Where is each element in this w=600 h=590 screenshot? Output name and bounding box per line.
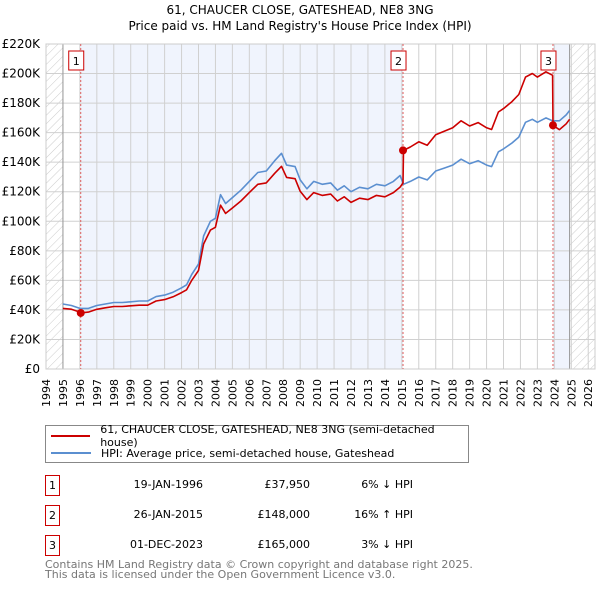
- legend-swatch-blue: [51, 452, 91, 454]
- x-tick-label: 1994: [40, 379, 53, 407]
- x-tick-label: 2009: [294, 379, 307, 407]
- no-data-hatch: [46, 44, 63, 369]
- legend: 61, CHAUCER CLOSE, GATESHEAD, NE8 3NG (s…: [45, 423, 469, 463]
- x-tick-label: 2023: [531, 379, 544, 407]
- transaction-price: £37,950: [264, 478, 311, 491]
- x-tick-label: 2004: [209, 379, 222, 407]
- footer: Contains HM Land Registry data © Crown c…: [45, 558, 473, 581]
- x-tick-label: 2006: [243, 379, 256, 407]
- transaction-date: 19-JAN-1996: [133, 478, 203, 491]
- x-tick-label: 2008: [277, 379, 290, 407]
- legend-label-hpi: HPI: Average price, semi-detached house,…: [101, 446, 395, 460]
- transaction-price: £165,000: [257, 538, 311, 551]
- sale-label-box: [390, 50, 407, 71]
- x-tick-label: 2000: [142, 379, 155, 407]
- x-tick-label: 2026: [582, 379, 595, 407]
- sale-label: 2: [395, 55, 402, 68]
- sale-label: 3: [545, 55, 552, 68]
- x-tick-label: 2015: [396, 379, 409, 407]
- price-chart: 61, CHAUCER CLOSE, GATESHEAD, NE8 3NG Pr…: [2, 3, 596, 407]
- y-tick-label: £100K: [2, 214, 42, 228]
- x-tick-label: 2007: [260, 379, 273, 407]
- x-tick-label: 2018: [447, 379, 460, 407]
- sale-point: [548, 121, 557, 130]
- y-tick-label: £160K: [2, 126, 42, 140]
- no-data-hatch: [569, 44, 595, 369]
- x-tick-label: 2011: [328, 379, 341, 407]
- sale-point: [399, 146, 408, 155]
- transaction-marker: 2: [45, 505, 60, 526]
- hpi-line: [62, 110, 571, 310]
- x-tick-label: 2022: [514, 379, 527, 407]
- legend-label-property: 61, CHAUCER CLOSE, GATESHEAD, NE8 3NG (s…: [100, 423, 435, 449]
- transaction-hpi-diff: 16% ↑ HPI: [354, 508, 413, 521]
- chart-subtitle: Price paid vs. HM Land Registry's House …: [128, 19, 471, 33]
- x-tick-label: 2002: [176, 379, 189, 407]
- sale-label: 1: [73, 55, 80, 68]
- x-tick-label: 2013: [362, 379, 375, 407]
- transaction-marker: 3: [45, 535, 60, 556]
- legend-item-hpi: HPI: Average price, semi-detached house,…: [46, 445, 394, 461]
- legend-item-property: 61, CHAUCER CLOSE, GATESHEAD, NE8 3NG (s…: [46, 423, 468, 449]
- x-tick-label: 2024: [548, 379, 561, 407]
- x-tick-label: 2019: [464, 379, 477, 407]
- y-tick-label: £20K: [9, 332, 41, 346]
- plot-frame: [45, 43, 596, 370]
- legend-swatch-red: [51, 435, 91, 437]
- x-tick-label: 2003: [193, 379, 206, 407]
- x-tick-label: 1999: [125, 379, 138, 407]
- x-tick-label: 2016: [413, 379, 426, 407]
- transaction-hpi-diff: 6% ↓ HPI: [361, 478, 413, 491]
- footer-copyright: Contains HM Land Registry data © Crown c…: [45, 558, 473, 571]
- x-tick-label: 2005: [226, 379, 239, 407]
- x-tick-label: 2017: [430, 379, 443, 407]
- x-tick-label: 2021: [498, 379, 511, 407]
- transaction-date: 01-DEC-2023: [129, 538, 203, 551]
- x-tick-label: 2014: [379, 379, 392, 407]
- ownership-shading: [552, 44, 570, 369]
- y-tick-label: £220K: [2, 37, 42, 51]
- x-tick-label: 2020: [481, 379, 494, 407]
- x-tick-label: 1997: [91, 379, 104, 407]
- y-tick-label: £60K: [9, 273, 41, 287]
- x-tick-label: 1995: [57, 379, 70, 407]
- transaction-row: 3 01-DEC-2023 £165,000 3% ↓ HPI: [45, 535, 445, 557]
- y-tick-label: £120K: [2, 185, 42, 199]
- transaction-price: £148,000: [257, 508, 311, 521]
- transaction-row: 2 26-JAN-2015 £148,000 16% ↑ HPI: [45, 505, 445, 527]
- ownership-shading: [80, 44, 404, 369]
- y-tick-label: £0: [25, 362, 40, 376]
- footer-licence: This data is licensed under the Open Gov…: [45, 568, 396, 581]
- transaction-marker: 1: [45, 475, 60, 496]
- sale-label-box: [540, 50, 557, 71]
- y-tick-label: £180K: [2, 96, 42, 110]
- property-price-line: [62, 71, 571, 314]
- y-tick-label: £80K: [9, 244, 41, 258]
- x-tick-label: 1996: [74, 379, 87, 407]
- x-tick-label: 2025: [565, 379, 578, 407]
- sale-label-box: [68, 50, 85, 71]
- sale-point: [76, 308, 85, 317]
- y-tick-label: £40K: [9, 303, 41, 317]
- x-tick-label: 1998: [108, 379, 121, 407]
- y-tick-label: £200K: [2, 67, 42, 81]
- chart-title: 61, CHAUCER CLOSE, GATESHEAD, NE8 3NG: [166, 3, 433, 17]
- transaction-date: 26-JAN-2015: [133, 508, 203, 521]
- x-tick-label: 2010: [311, 379, 324, 407]
- x-tick-label: 2001: [159, 379, 172, 407]
- x-tick-label: 2012: [345, 379, 358, 407]
- y-tick-label: £140K: [2, 155, 42, 169]
- transaction-hpi-diff: 3% ↓ HPI: [361, 538, 413, 551]
- transaction-row: 1 19-JAN-1996 £37,950 6% ↓ HPI: [45, 475, 445, 497]
